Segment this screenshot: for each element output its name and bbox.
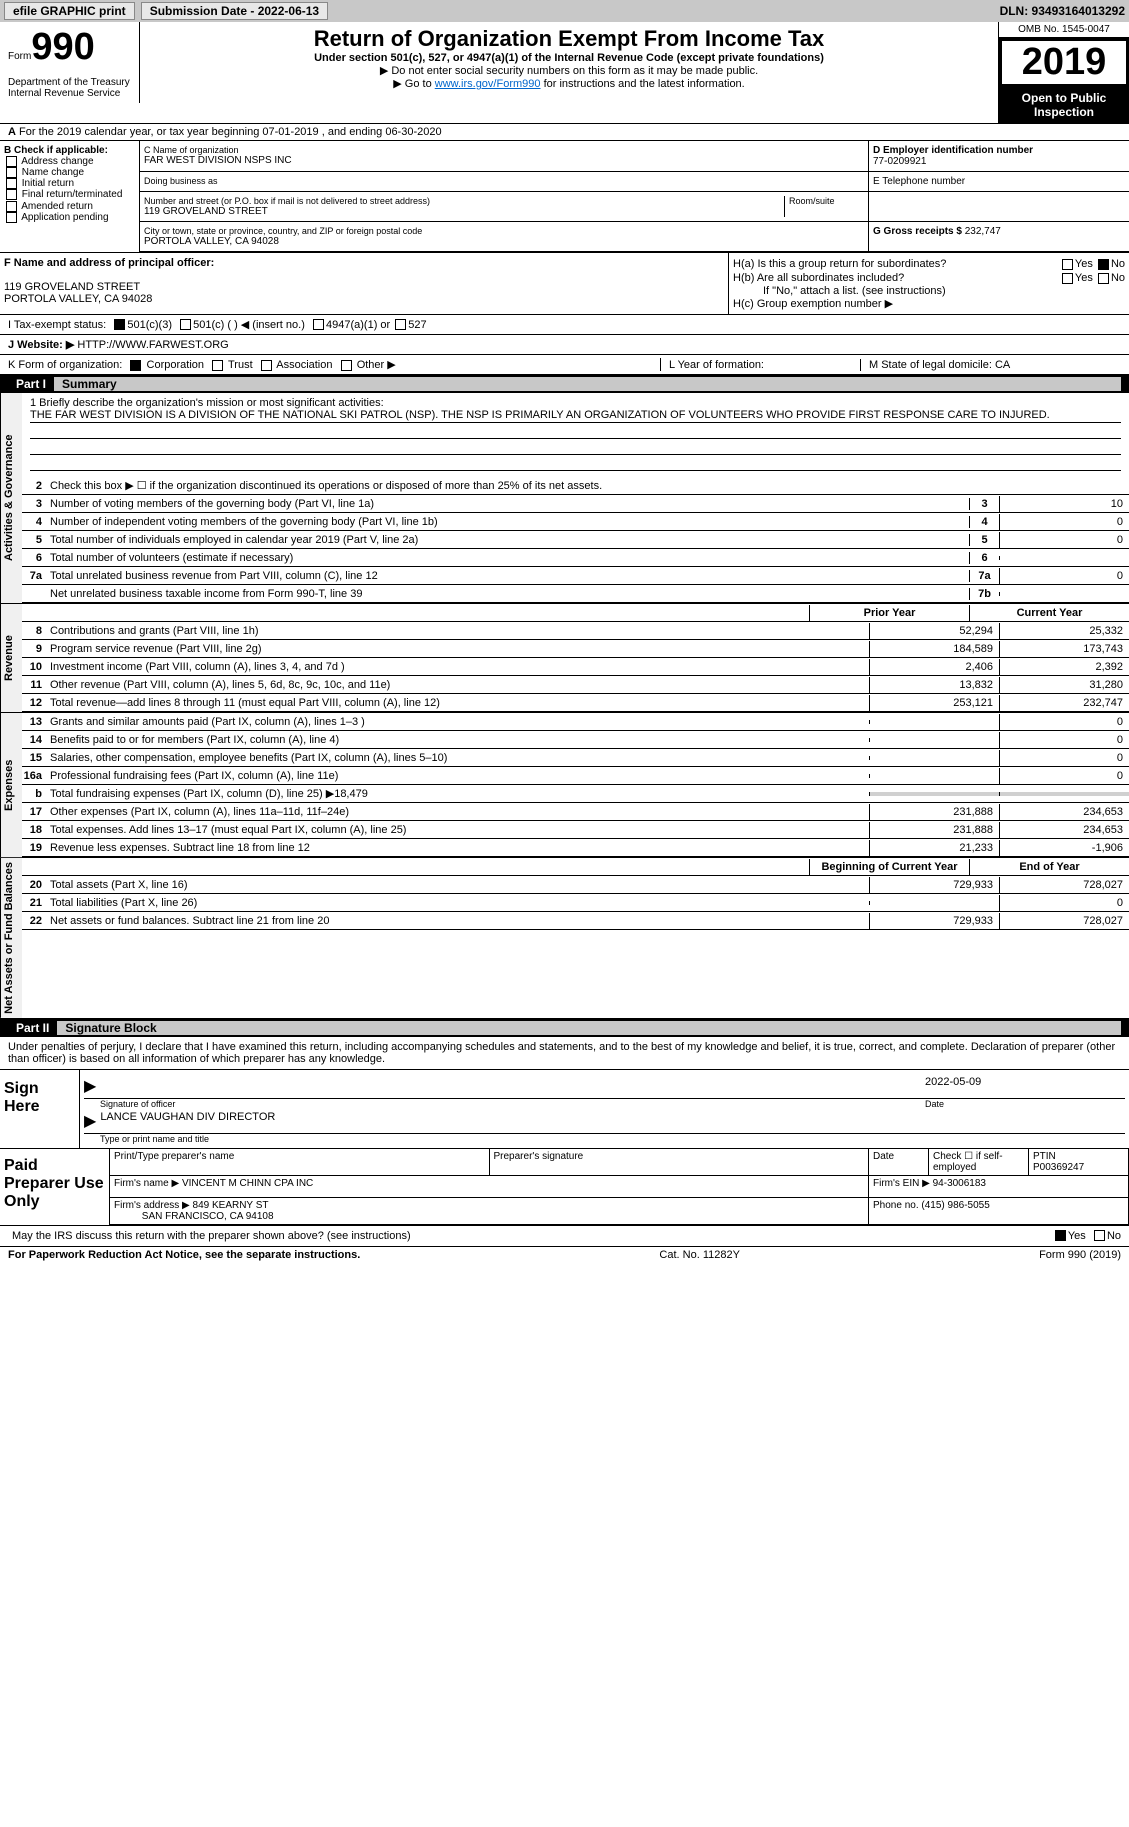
firm-phone: (415) 986-5055 — [921, 1200, 989, 1211]
vlabel-governance: Activities & Governance — [0, 393, 22, 603]
cb-final-return[interactable]: Final return/terminated — [4, 189, 135, 200]
col-headers-begin-end: Beginning of Current Year End of Year — [22, 858, 1129, 876]
form-header: Form990 Department of the Treasury Inter… — [0, 22, 1129, 124]
cb-name-change[interactable]: Name change — [4, 167, 135, 178]
sig-date: 2022-05-09 — [925, 1076, 1125, 1096]
row-j-website: J Website: ▶ HTTP://WWW.FARWEST.ORG — [0, 335, 1129, 355]
signature-declaration: Under penalties of perjury, I declare th… — [0, 1037, 1129, 1069]
box-c-street: Number and street (or P.O. box if mail i… — [140, 192, 869, 221]
cb-other[interactable] — [341, 360, 352, 371]
gross-receipts: 232,747 — [965, 226, 1001, 237]
cb-application-pending[interactable]: Application pending — [4, 212, 135, 223]
col-headers-prior-current: Prior Year Current Year — [22, 604, 1129, 622]
footer-cat: Cat. No. 11282Y — [659, 1249, 740, 1261]
ptin-value: P00369247 — [1033, 1162, 1084, 1173]
open-to-public: Open to Public Inspection — [999, 87, 1129, 123]
expenses-section: Expenses 13Grants and similar amounts pa… — [0, 713, 1129, 858]
form-title: Return of Organization Exempt From Incom… — [144, 26, 994, 52]
arrow-icon: ▶ — [84, 1076, 96, 1096]
top-bar: efile GRAPHIC print Submission Date - 20… — [0, 0, 1129, 22]
title-column: Return of Organization Exempt From Incom… — [140, 22, 999, 123]
governance-section: Activities & Governance 1 Briefly descri… — [0, 393, 1129, 604]
row-i-tax-status: I Tax-exempt status: 501(c)(3) 501(c) ( … — [0, 315, 1129, 335]
subtitle-2: ▶ Do not enter social security numbers o… — [144, 64, 994, 77]
org-name: FAR WEST DIVISION NSPS INC — [144, 155, 864, 166]
ein-value: 77-0209921 — [873, 156, 926, 167]
paid-preparer-label: Paid Preparer Use Only — [0, 1149, 110, 1225]
revenue-section: Revenue Prior Year Current Year 8Contrib… — [0, 604, 1129, 713]
mission-text: THE FAR WEST DIVISION IS A DIVISION OF T… — [30, 409, 1121, 423]
part-1-header: Part I Summary — [0, 375, 1129, 393]
submission-date-button[interactable]: Submission Date - 2022-06-13 — [141, 2, 328, 20]
row-l-year: L Year of formation: — [661, 359, 861, 371]
footer-left: For Paperwork Reduction Act Notice, see … — [8, 1249, 360, 1261]
row-klm: K Form of organization: Corporation Trus… — [0, 355, 1129, 375]
vlabel-net-assets: Net Assets or Fund Balances — [0, 858, 22, 1018]
net-assets-section: Net Assets or Fund Balances Beginning of… — [0, 858, 1129, 1019]
sign-here-block: Sign Here ▶ 2022-05-09 Signature of offi… — [0, 1069, 1129, 1149]
street-value: 119 GROVELAND STREET — [144, 206, 784, 217]
efile-button[interactable]: efile GRAPHIC print — [4, 2, 135, 20]
cb-4947[interactable] — [313, 319, 324, 330]
box-c-dba: Doing business as — [140, 172, 869, 191]
form-number-box: Form990 — [0, 22, 140, 73]
footer: For Paperwork Reduction Act Notice, see … — [0, 1247, 1129, 1263]
vlabel-revenue: Revenue — [0, 604, 22, 712]
cb-corporation[interactable] — [130, 360, 141, 371]
mission-box: 1 Briefly describe the organization's mi… — [22, 393, 1129, 477]
omb-number: OMB No. 1545-0047 — [999, 22, 1129, 38]
officer-name: LANCE VAUGHAN DIV DIRECTOR — [100, 1111, 275, 1131]
year-column: OMB No. 1545-0047 2019 Open to Public In… — [999, 22, 1129, 123]
dept-treasury: Department of the Treasury Internal Reve… — [0, 73, 140, 103]
firm-ein: 94-3006183 — [933, 1178, 986, 1189]
cb-initial-return[interactable]: Initial return — [4, 178, 135, 189]
cb-501c3[interactable] — [114, 319, 125, 330]
tax-year: 2019 — [999, 38, 1129, 87]
box-f: F Name and address of principal officer:… — [0, 253, 729, 314]
vlabel-expenses: Expenses — [0, 713, 22, 857]
section-bcd: B Check if applicable: Address change Na… — [0, 141, 1129, 253]
box-c-city: City or town, state or province, country… — [140, 222, 869, 251]
irs-link[interactable]: www.irs.gov/Form990 — [435, 78, 541, 90]
box-h: H(a) Is this a group return for subordin… — [729, 253, 1129, 314]
row-m-state: M State of legal domicile: CA — [861, 359, 1121, 371]
cb-address-change[interactable]: Address change — [4, 156, 135, 167]
cb-501c[interactable] — [180, 319, 191, 330]
box-d-ein: D Employer identification number 77-0209… — [869, 141, 1129, 171]
subtitle-1: Under section 501(c), 527, or 4947(a)(1)… — [144, 52, 994, 64]
box-g-gross: G Gross receipts $ 232,747 — [869, 222, 1129, 251]
cb-discuss-yes[interactable] — [1055, 1230, 1066, 1241]
form-prefix: Form — [8, 51, 31, 62]
firm-name: VINCENT M CHINN CPA INC — [182, 1178, 313, 1189]
cb-association[interactable] — [261, 360, 272, 371]
subtitle-3: ▶ Go to www.irs.gov/Form990 for instruct… — [144, 77, 994, 90]
city-value: PORTOLA VALLEY, CA 94028 — [144, 236, 864, 247]
form-990: 990 — [31, 26, 94, 68]
box-b: B Check if applicable: Address change Na… — [0, 141, 140, 252]
cb-527[interactable] — [395, 319, 406, 330]
cb-amended-return[interactable]: Amended return — [4, 201, 135, 212]
arrow-icon: ▶ — [84, 1111, 96, 1131]
footer-form: Form 990 (2019) — [1039, 1249, 1121, 1261]
firm-addr2: SAN FRANCISCO, CA 94108 — [142, 1211, 274, 1222]
website-value: HTTP://WWW.FARWEST.ORG — [77, 339, 228, 351]
row-fgh: F Name and address of principal officer:… — [0, 253, 1129, 315]
cb-discuss-no[interactable] — [1094, 1230, 1105, 1241]
cb-trust[interactable] — [212, 360, 223, 371]
box-e-phone: E Telephone number — [869, 172, 1129, 191]
irs-discuss-row: May the IRS discuss this return with the… — [0, 1226, 1129, 1247]
paid-preparer-block: Paid Preparer Use Only Print/Type prepar… — [0, 1149, 1129, 1226]
row-k: K Form of organization: Corporation Trus… — [8, 358, 661, 371]
sign-here-label: Sign Here — [0, 1070, 80, 1148]
row-a-tax-year: A For the 2019 calendar year, or tax yea… — [0, 124, 1129, 141]
box-c-name: C Name of organization FAR WEST DIVISION… — [140, 141, 869, 171]
part-2-header: Part II Signature Block — [0, 1019, 1129, 1037]
firm-addr1: 849 KEARNY ST — [193, 1200, 269, 1211]
dln-label: DLN: 93493164013292 — [1000, 4, 1125, 18]
